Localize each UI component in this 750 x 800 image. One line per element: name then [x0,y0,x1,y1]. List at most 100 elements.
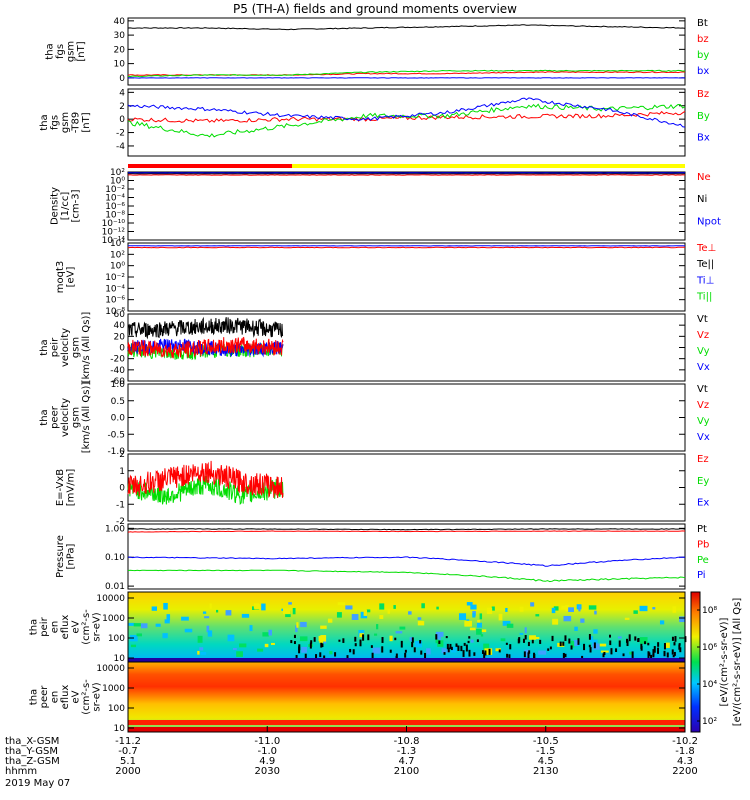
spectrogram-gap [381,646,384,653]
spectrogram-pixel [594,610,597,615]
x-row-label: tha_Y-GSM [5,746,58,757]
y-tick-label: -0.5 [107,430,125,440]
spectrogram-gap [468,636,471,639]
y-tick-label: 0.0 [111,414,126,424]
y-axis-label: sr-eV) [92,682,103,711]
spectrogram-gap [476,639,479,643]
spectrogram-gap [647,651,650,658]
spectrogram-pixel [599,643,607,647]
y-tick-label: 10000 [96,664,125,674]
y-tick-label: 1.0 [111,380,126,390]
y-tick-label: 20 [114,332,126,342]
y-axis-label: [mV/m] [65,469,76,507]
spectrogram-pixel [236,651,243,657]
spectrogram-pixel [389,635,393,642]
spectrogram-gap [570,645,573,650]
spectrogram-gap [488,648,491,655]
spectrogram-pixel [469,627,476,631]
y-axis-label: peir [39,616,50,636]
spectrogram-gap [626,638,629,643]
y-axis-label: -T89 [71,112,82,134]
spectrogram-pixel [257,648,264,652]
spectrogram-pixel [268,629,273,636]
y-tick-label: 4 [119,88,125,98]
x-tick-label: -10.2 [672,736,698,747]
legend-vy: Vy [697,346,710,357]
series-bz [127,110,686,123]
spectrogram-gap [298,646,301,654]
legend-npot: Npot [697,216,721,227]
spectrogram-pixel [529,635,536,640]
spectrogram-gap [562,652,565,660]
x-tick-label: 2200 [672,766,697,777]
spectrogram-pixel [130,644,137,648]
spectrogram-pixel [458,613,467,621]
spectrogram-gap [533,652,536,658]
y-axis-label: [km/s (All Qs)] [81,382,92,454]
legend-ey: Ey [697,476,709,487]
spectrogram-gap [588,634,591,640]
x-tick-label: -0.7 [118,746,138,757]
spectrogram-pixel [225,610,232,616]
spectrogram-pixel [261,603,266,611]
spectrogram-gap [631,651,634,658]
spectrogram-pixel [553,606,559,611]
legend-bz: Bz [697,89,709,100]
spectrogram-pixel [351,614,359,620]
spectrogram-pixel [538,650,547,655]
spectrogram-pixel [589,636,594,643]
spectrogram-pixel [133,623,141,627]
spectrogram-pixel [665,642,670,648]
spectrogram-floor [128,658,685,662]
spectrogram-gap [362,634,365,641]
y-axis-label: [nT] [81,112,92,132]
spectrogram-pixel [580,618,585,623]
spectrogram-gap [457,645,460,651]
y-axis-label: [1/cc] [60,192,71,221]
legend-ti⊥: Ti⊥ [696,275,714,286]
panel-frame [127,88,686,157]
spectrogram-gap [539,639,542,644]
spectrogram-pixel [679,616,686,623]
spectrogram-gap [359,639,362,647]
y-tick-label: 0 [119,74,125,84]
spectrogram-gap [679,647,682,653]
y-tick-label: 0.5 [111,397,125,407]
y-tick-label: 100 [108,634,125,644]
y-tick-label: 10⁻⁴ [105,194,125,204]
spectrogram-gap [438,640,441,644]
panel-peir_en: 10000 1000 100 10 tha peir en eflux eV (cm²-s-sr-… [29,591,687,664]
y-axis-label: E=-VxB [55,469,66,506]
spectrogram-pixel [359,633,364,638]
spectrogram-gap [450,646,453,651]
spectrogram-gap [342,638,345,643]
spectrogram-pixel [166,614,171,621]
spectrogram-pixel [345,605,353,610]
spectrogram-pixel [288,602,292,605]
colorbar-label: [eV/(cm²-s-sr-eV)] [All Qs] [732,598,743,727]
spectrogram-gap [334,652,337,657]
spectrogram-gap [609,640,612,646]
spectrogram-pixel [524,627,527,634]
spectrogram-gap [411,637,414,643]
spectrogram-pixel [552,618,559,625]
y-tick-label: 10⁻⁸ [105,211,125,221]
spectrogram-pixel [202,611,207,614]
spectrogram-gap [465,644,468,652]
spectrogram-gap [290,640,293,644]
y-axis-label: velocity [60,328,71,367]
spectrogram-pixel [551,607,556,614]
spectrogram-pixel [204,616,210,619]
legend-vz: Vz [697,330,709,341]
y-tick-label: 10⁻¹⁴ [102,236,126,246]
spectrogram-gap [371,652,374,659]
y-axis-label: fgs [50,115,61,130]
x-tick-label: 4.3 [677,756,693,767]
spectrogram-pixel [659,620,665,625]
spectrogram-pixel [163,602,168,610]
spectrogram-pixel [128,622,135,626]
spectrogram-pixel [387,608,391,614]
spectrogram-gap [673,651,676,656]
